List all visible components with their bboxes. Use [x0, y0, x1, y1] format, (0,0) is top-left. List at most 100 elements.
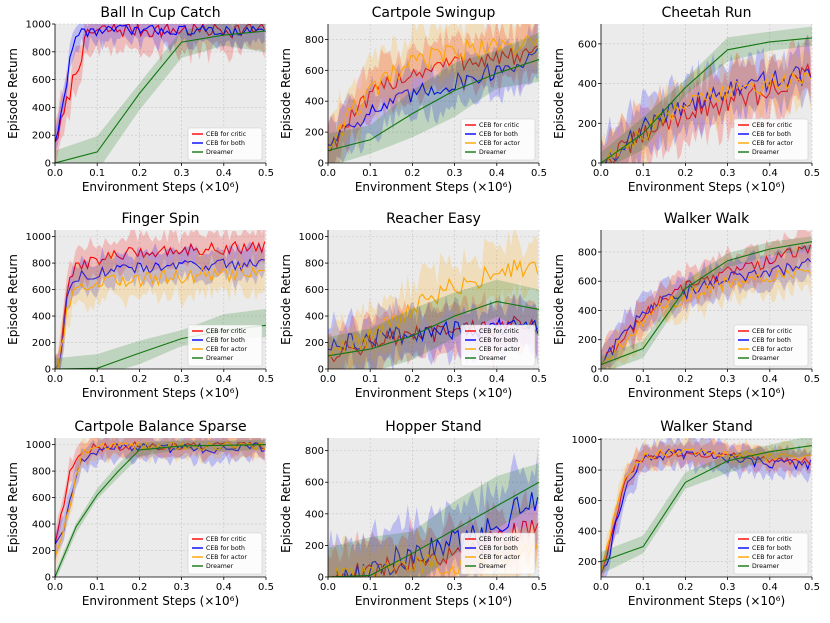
- line-ceb-for-critic: [328, 45, 538, 152]
- legend-label: Dreamer: [206, 355, 234, 362]
- y-tick-label: 600: [578, 39, 597, 50]
- chart-title: Finger Spin: [121, 211, 199, 227]
- x-tick-label: 0.1: [362, 168, 378, 179]
- x-axis-label: Environment Steps (×10⁶): [355, 180, 512, 194]
- legend: CEB for critic CEB for both CEB for actor D…: [733, 118, 809, 161]
- x-tick-label: 0.2: [677, 168, 693, 179]
- y-tick-label: 800: [32, 259, 51, 270]
- series-group: [328, 24, 539, 163]
- legend-label: CEB for critic: [206, 131, 247, 138]
- y-axis-label: Episode Return: [279, 48, 293, 139]
- chart-panel-cheetah-run: 0.0 0.1 0.2 0.3 0.4 0.5 0 200 400 600 Cheetah Run E…: [552, 5, 820, 194]
- y-tick-label: 0: [45, 573, 51, 584]
- x-tick-label: 0.3: [720, 374, 736, 385]
- x-tick-label: 0.3: [720, 582, 736, 593]
- y-tick-label: 400: [305, 509, 324, 520]
- legend-label: CEB for actor: [206, 554, 247, 561]
- legend-box: [460, 532, 536, 575]
- x-tick-label: 0.0: [593, 374, 609, 385]
- band-ceb-for-both: [328, 24, 538, 163]
- y-tick-label: 1000: [26, 20, 51, 31]
- x-tick-label: 0.1: [362, 582, 378, 593]
- legend-label: Dreamer: [206, 563, 234, 570]
- y-tick-label: 800: [32, 47, 51, 58]
- y-tick-label: 800: [32, 467, 51, 478]
- line-ceb-for-both: [601, 448, 812, 575]
- legend: CEB for critic CEB for both CEB for actor D…: [733, 532, 809, 575]
- legend-label: CEB for actor: [479, 554, 520, 561]
- x-tick-label: 0.5: [258, 168, 274, 179]
- x-tick-label: 0.1: [362, 374, 378, 385]
- y-tick-label: 400: [305, 312, 324, 323]
- x-tick-label: 0.2: [404, 168, 420, 179]
- x-tick-label: 0.3: [174, 582, 190, 593]
- y-tick-label: 400: [578, 79, 597, 90]
- legend-label: CEB for critic: [479, 122, 520, 129]
- band-dreamer: [601, 438, 812, 575]
- chart-panel-hopper-stand: 0.0 0.1 0.2 0.3 0.4 0.5 0 200 400 600 800 Hopper St…: [279, 419, 547, 608]
- line-ceb-for-actor: [328, 35, 539, 149]
- y-tick-label: 200: [305, 128, 324, 139]
- x-tick-label: 0.0: [47, 168, 63, 179]
- y-tick-label: 800: [305, 446, 324, 457]
- legend-label: Dreamer: [479, 149, 507, 156]
- series-group: [55, 438, 266, 577]
- y-axis-label: Episode Return: [6, 48, 20, 139]
- y-axis-label: Episode Return: [6, 254, 20, 345]
- y-tick-label: 1000: [299, 232, 324, 243]
- legend-label: CEB for actor: [479, 346, 520, 353]
- band-dreamer: [55, 24, 266, 163]
- line-ceb-for-critic: [601, 244, 812, 366]
- chart-title: Hopper Stand: [385, 419, 481, 435]
- x-tick-label: 0.0: [320, 168, 336, 179]
- band-ceb-for-critic: [601, 438, 811, 577]
- legend-label: CEB for both: [479, 337, 518, 344]
- x-tick-label: 0.4: [489, 582, 505, 593]
- y-tick-label: 400: [32, 103, 51, 114]
- x-tick-label: 0.2: [131, 374, 147, 385]
- x-tick-label: 0.0: [47, 582, 63, 593]
- band-ceb-for-actor: [601, 47, 811, 163]
- x-tick-label: 0.5: [531, 374, 547, 385]
- legend-label: CEB for both: [752, 545, 791, 552]
- legend-label: CEB for actor: [752, 554, 793, 561]
- x-tick-label: 0.4: [216, 374, 232, 385]
- y-tick-label: 600: [578, 277, 597, 288]
- y-axis-label: Episode Return: [279, 462, 293, 553]
- y-tick-label: 200: [578, 119, 597, 130]
- y-tick-label: 800: [578, 247, 597, 258]
- legend-label: Dreamer: [206, 149, 234, 156]
- line-ceb-for-both: [601, 257, 812, 365]
- legend-label: CEB for critic: [479, 536, 520, 543]
- x-axis-label: Environment Steps (×10⁶): [628, 180, 785, 194]
- band-dreamer: [328, 463, 539, 577]
- chart-panel-ball-in-cup-catch: 0.0 0.1 0.2 0.3 0.4 0.5 0 200 400 600 800 1000 Ball …: [6, 5, 274, 194]
- legend-box: [187, 127, 263, 161]
- y-tick-label: 0: [318, 365, 324, 376]
- legend-label: CEB for critic: [206, 536, 247, 543]
- legend-box: [460, 324, 536, 367]
- y-tick-label: 0: [591, 159, 597, 170]
- line-dreamer: [55, 444, 266, 577]
- chart-title: Cartpole Swingup: [372, 5, 496, 21]
- series-group: [55, 230, 266, 369]
- x-tick-label: 0.3: [447, 168, 463, 179]
- y-tick-label: 400: [578, 306, 597, 317]
- legend-box: [733, 532, 809, 575]
- x-tick-label: 0.4: [489, 374, 505, 385]
- legend: CEB for critic CEB for both CEB for actor D…: [187, 532, 263, 575]
- legend-label: CEB for critic: [752, 536, 793, 543]
- y-tick-label: 1000: [26, 232, 51, 243]
- legend-box: [460, 118, 536, 161]
- legend: CEB for critic CEB for both CEB for actor D…: [460, 324, 536, 367]
- y-axis-label: Episode Return: [279, 254, 293, 345]
- x-axis-label: Environment Steps (×10⁶): [355, 594, 512, 608]
- y-axis-label: Episode Return: [552, 462, 566, 553]
- y-tick-label: 200: [32, 546, 51, 557]
- line-ceb-for-actor: [601, 268, 812, 366]
- legend-box: [187, 324, 263, 367]
- line-dreamer: [601, 241, 812, 366]
- chart-panel-finger-spin: 0.0 0.1 0.2 0.3 0.4 0.5 0 200 400 600 800 1000 Finge…: [6, 211, 274, 400]
- y-tick-label: 1000: [26, 440, 51, 451]
- legend-label: CEB for both: [752, 337, 791, 344]
